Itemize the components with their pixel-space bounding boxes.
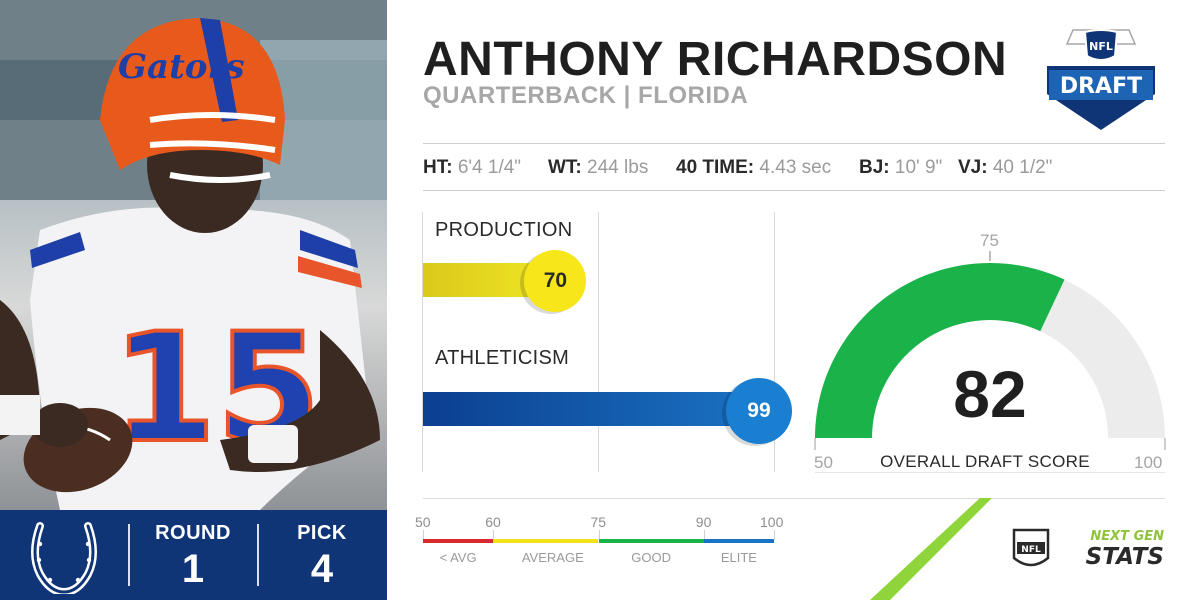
measurement-value: 10' 9" <box>894 157 943 178</box>
measurement-item: 40 TIME: 4.43 sec <box>676 157 831 179</box>
production-score-badge: 70 <box>524 250 587 312</box>
team-bar: ROUND 1 PICK 4 <box>0 510 387 600</box>
nfl-draft-logo: NFL DRAFT <box>1047 29 1155 130</box>
scale-tick-label: 50 <box>415 514 431 530</box>
scale-tick <box>598 530 600 539</box>
measurement-label: BJ: <box>859 157 890 178</box>
pick-value: 4 <box>310 547 334 591</box>
gauge-marker-label: 75 <box>980 231 999 250</box>
measurement-item: HT: 6'4 1/4" <box>423 157 521 179</box>
ngs-stats-text: STATS <box>1086 544 1164 570</box>
pick-block: PICK 4 <box>258 522 386 589</box>
measurement-label: VJ: <box>958 157 988 178</box>
scale-tick <box>423 530 424 539</box>
athleticism-score: 99 <box>747 399 771 422</box>
pick-label: PICK <box>297 522 347 544</box>
next-gen-stats-logo: NFL NEXT GEN STATS <box>1012 528 1164 570</box>
team-bar-divider <box>257 524 259 586</box>
measurements-divider <box>423 190 1165 191</box>
scale-tick-label: 75 <box>590 514 607 530</box>
player-name: ANTHONY RICHARDSON <box>423 33 1008 86</box>
scale-band-label: ELITE <box>720 550 757 565</box>
gauge-fill <box>815 263 1065 438</box>
measurement-label: HT: <box>423 157 453 178</box>
round-label: ROUND <box>155 522 231 544</box>
production-score: 70 <box>543 269 568 292</box>
overall-score-title: OVERALL DRAFT SCORE <box>880 452 1090 471</box>
player-photo: 15 Gators <box>0 0 387 510</box>
draft-logo-text: DRAFT <box>1060 74 1142 99</box>
ngs-next-gen-text: NEXT GEN <box>1090 529 1164 544</box>
measurement-value: 40 1/2" <box>992 157 1053 178</box>
scale-tick <box>703 530 705 539</box>
scale-tick <box>774 530 775 539</box>
athleticism-label: ATHLETICISM <box>435 347 570 369</box>
gauge-baseline <box>815 472 1165 473</box>
footer-divider <box>423 498 1165 499</box>
scale-band-label: GOOD <box>631 550 671 565</box>
bar-axis-100 <box>774 212 775 472</box>
gauge-max-label: 100 <box>1134 453 1163 472</box>
player-position-school: QUARTERBACK | FLORIDA <box>423 82 749 109</box>
scale-band <box>598 539 704 543</box>
measurement-item: VJ: 40 1/2" <box>958 157 1052 179</box>
measurement-value: 244 lbs <box>587 157 649 178</box>
production-label: PRODUCTION <box>435 219 573 241</box>
measurement-value: 4.43 sec <box>759 157 832 178</box>
measurement-item: WT: 244 lbs <box>548 157 648 179</box>
scale-band-label: < AVG <box>439 550 477 565</box>
measurement-value: 6'4 1/4" <box>457 157 522 178</box>
scale-tick-label: 60 <box>485 514 501 530</box>
horseshoe-icon <box>31 522 97 594</box>
measurement-label: WT: <box>548 157 582 178</box>
overall-score: 82 <box>953 357 1027 431</box>
gauge-min-label: 50 <box>814 453 833 472</box>
scale-band <box>423 539 494 543</box>
accent-stripe <box>870 498 992 600</box>
bar-axis-50 <box>422 212 423 472</box>
ngs-nfl-text: NFL <box>1021 545 1041 555</box>
athleticism-bar <box>423 392 767 426</box>
round-block: ROUND 1 <box>129 522 257 589</box>
measurement-label: 40 TIME: <box>676 157 755 178</box>
measurement-item: BJ: 10' 9" <box>859 157 942 179</box>
scale-band-label: AVERAGE <box>521 550 584 565</box>
athleticism-score-badge: 99 <box>725 378 792 444</box>
scale-band <box>703 539 774 543</box>
scale-tick-label: 100 <box>760 514 784 530</box>
round-value: 1 <box>181 547 205 591</box>
header-divider <box>423 143 1165 144</box>
scale-tick <box>493 530 495 539</box>
scale-band <box>493 539 599 543</box>
draft-logo-nfl-text: NFL <box>1089 40 1113 53</box>
team-bar-divider <box>128 524 130 586</box>
helmet-text: Gators <box>118 47 245 87</box>
overall-score-gauge <box>814 251 1166 450</box>
bar-axis-75 <box>598 212 599 472</box>
scale-tick-label: 90 <box>695 514 712 530</box>
